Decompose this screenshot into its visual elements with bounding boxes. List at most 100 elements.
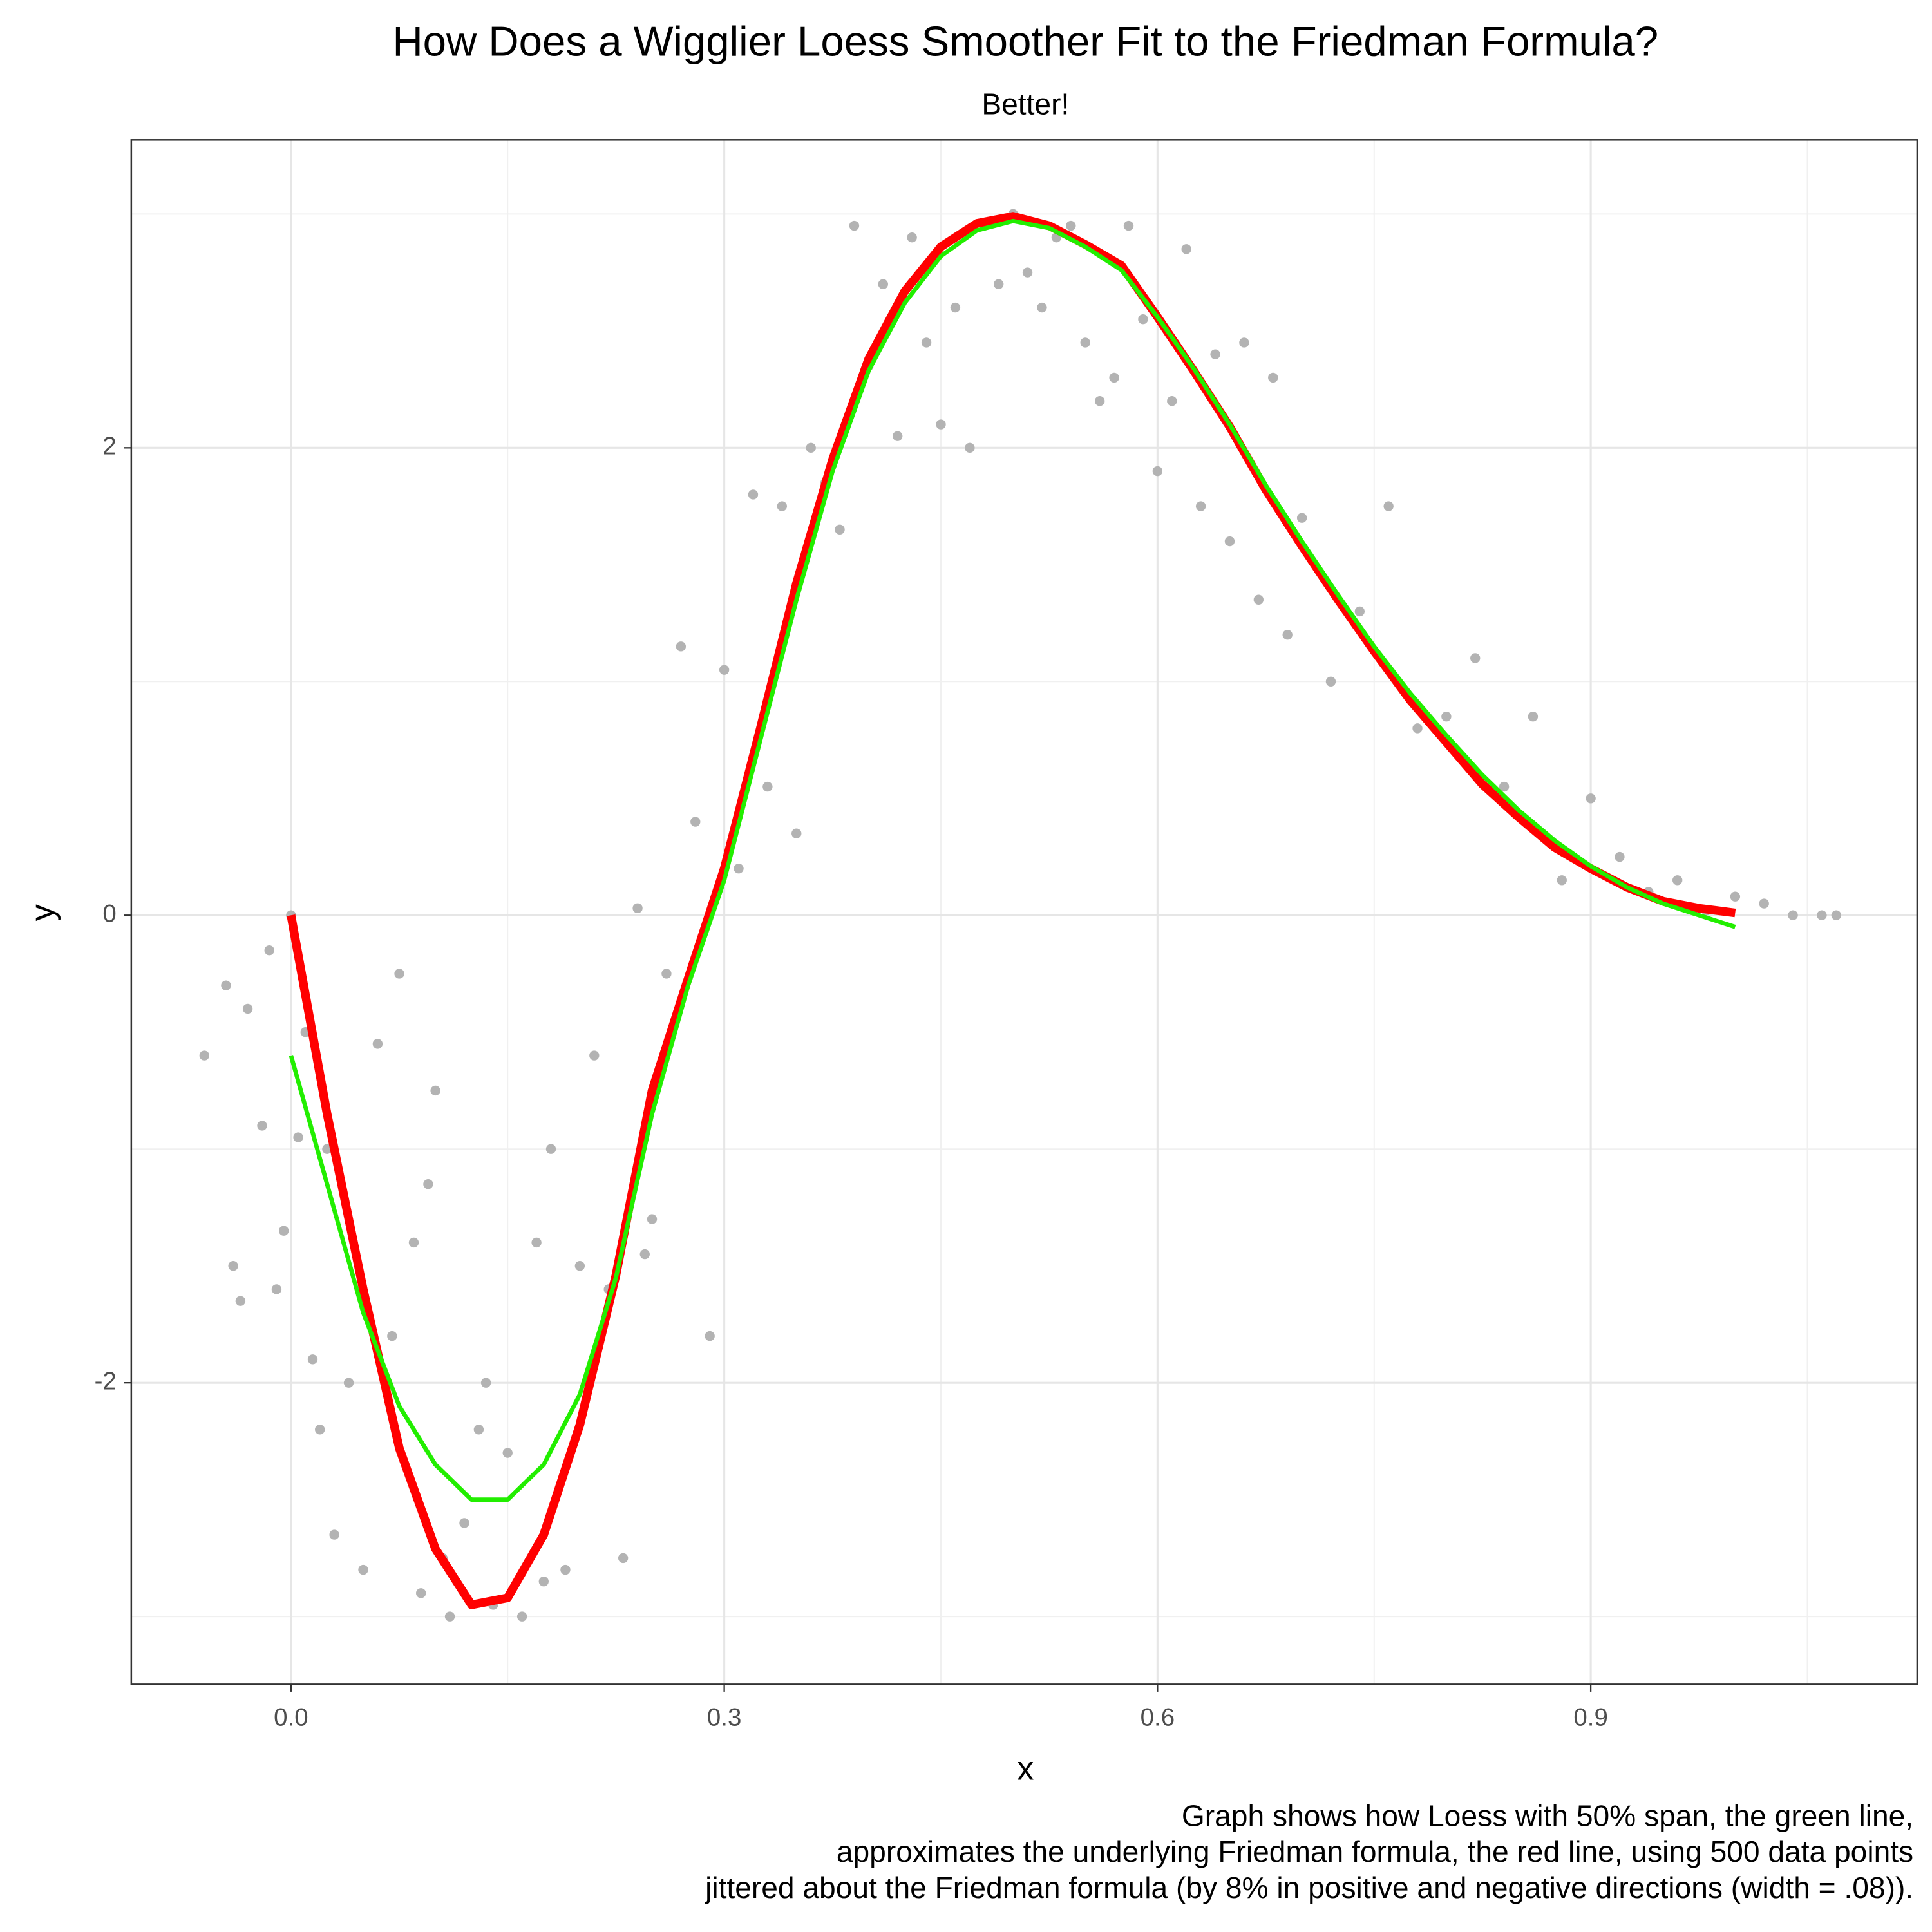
point (1470, 653, 1481, 663)
point (531, 1237, 542, 1248)
point (444, 1611, 455, 1622)
point (921, 337, 932, 348)
point (705, 1331, 715, 1341)
point (1788, 910, 1798, 920)
point (950, 302, 961, 313)
x-tick-label: 0.9 (1573, 1703, 1607, 1731)
point (264, 945, 274, 956)
point (878, 279, 888, 289)
point (1210, 349, 1220, 359)
point (1412, 723, 1423, 734)
point (459, 1518, 469, 1528)
y-tick-label: -2 (95, 1367, 117, 1395)
point (560, 1564, 571, 1575)
point (1831, 910, 1842, 920)
caption-line: Graph shows how Loess with 50% span, the… (1182, 1799, 1913, 1832)
point (293, 1132, 303, 1142)
point (199, 1050, 210, 1061)
point (343, 1378, 354, 1388)
x-axis-label: x (1017, 1750, 1034, 1788)
point (1037, 302, 1047, 313)
point (936, 419, 946, 430)
point (315, 1425, 325, 1435)
point (1282, 630, 1293, 640)
point (1383, 501, 1394, 511)
point (1066, 220, 1076, 231)
point (806, 442, 816, 453)
point (1354, 606, 1365, 617)
point (661, 969, 672, 979)
point (849, 220, 860, 231)
point (1817, 910, 1827, 920)
curve (289, 218, 1736, 1502)
point (1325, 676, 1336, 687)
point (574, 1260, 585, 1271)
point (1138, 314, 1148, 325)
point (791, 828, 802, 838)
point (1239, 337, 1249, 348)
point (329, 1530, 339, 1540)
point (777, 501, 788, 511)
point (372, 1039, 383, 1049)
y-tick-label: 0 (102, 900, 116, 927)
point (1730, 891, 1741, 902)
point (1268, 372, 1278, 383)
point (387, 1331, 397, 1341)
point (480, 1378, 491, 1388)
point (639, 1249, 650, 1260)
point (1253, 594, 1264, 605)
y-tick-label: 2 (102, 432, 116, 460)
point (690, 817, 701, 827)
point (235, 1296, 246, 1306)
point (994, 279, 1004, 289)
caption-line: jittered about the Friedman formula (by … (704, 1871, 1913, 1904)
point (1022, 267, 1033, 278)
point (473, 1425, 484, 1435)
point (307, 1354, 318, 1365)
point (1195, 501, 1206, 511)
point (430, 1085, 440, 1096)
point (408, 1237, 419, 1248)
point (1167, 396, 1177, 406)
point (358, 1564, 368, 1575)
point (1181, 244, 1191, 254)
point (1672, 875, 1683, 886)
point (1094, 396, 1105, 406)
point (893, 431, 903, 441)
point (1123, 220, 1134, 231)
x-tick-label: 0.6 (1141, 1703, 1175, 1731)
point (1152, 466, 1163, 477)
point (676, 641, 687, 652)
point (1557, 875, 1567, 886)
point (1528, 712, 1539, 722)
point (1586, 793, 1596, 804)
point (632, 903, 643, 914)
point (221, 980, 231, 990)
y-axis-label: y (24, 904, 61, 921)
point (1296, 513, 1307, 523)
point (394, 969, 404, 979)
chart-title: How Does a Wigglier Loess Smoother Fit t… (392, 17, 1658, 64)
point (734, 863, 744, 874)
x-tick-label: 0.3 (707, 1703, 741, 1731)
point (1441, 712, 1452, 722)
point (415, 1588, 426, 1598)
point (589, 1050, 600, 1061)
point (1224, 536, 1235, 547)
point (762, 781, 773, 792)
point (228, 1260, 238, 1271)
point (965, 442, 975, 453)
point (719, 665, 730, 675)
point (423, 1179, 433, 1189)
point (907, 232, 917, 243)
point (835, 524, 845, 535)
point (502, 1448, 513, 1458)
point (1759, 898, 1769, 909)
caption-line: approximates the underlying Friedman for… (837, 1835, 1913, 1868)
point (618, 1553, 629, 1564)
chart-subtitle: Better! (981, 88, 1069, 121)
point (278, 1226, 289, 1236)
point (1109, 372, 1119, 383)
